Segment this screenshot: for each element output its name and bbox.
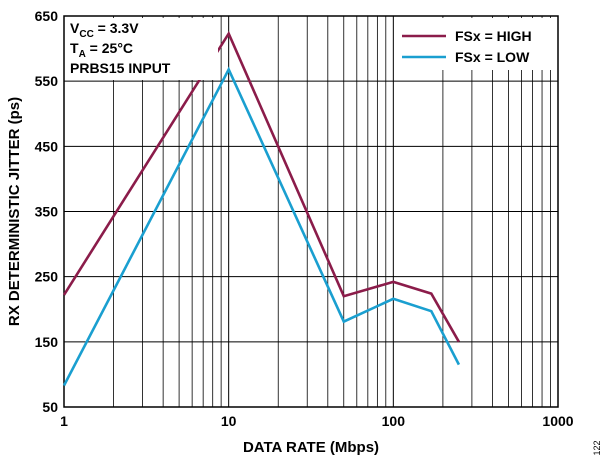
y-tick-label: 450 [35,138,59,154]
y-tick-label: 150 [35,334,59,350]
x-tick-label: 1000 [542,413,573,429]
tick-labels: 50 150 250 350 450 550 650 1 10 100 1000 [35,8,574,429]
legend-label: FSx = LOW [455,49,530,65]
x-tick-label: 100 [382,413,406,429]
series-lines [62,30,461,387]
plot-frame [63,15,559,408]
y-tick-label: 650 [35,8,59,24]
legend: FSx = HIGH FSx = LOW [394,18,556,70]
annotation-backdrop [66,18,218,80]
y-tick-label: 250 [35,269,59,285]
y-axis-title: RX DETERMINISTIC JITTER (ps) [6,97,23,326]
y-tick-label: 50 [42,399,58,415]
legend-backdrop [394,18,556,70]
y-tick-label: 350 [35,204,59,220]
series-line [62,66,461,387]
annotation-line: TA = 25°C [70,40,133,60]
annotation-line: PRBS15 INPUT [70,60,171,76]
x-tick-label: 10 [221,413,237,429]
x-axis-title: DATA RATE (Mbps) [243,439,379,456]
figure-id: 122 [592,440,602,455]
legend-label: FSx = HIGH [455,28,532,44]
x-tick-label: 1 [60,413,68,429]
y-tick-label: 550 [35,73,59,89]
annotation-line: VCC = 3.3V [70,20,139,40]
grid [64,15,558,408]
